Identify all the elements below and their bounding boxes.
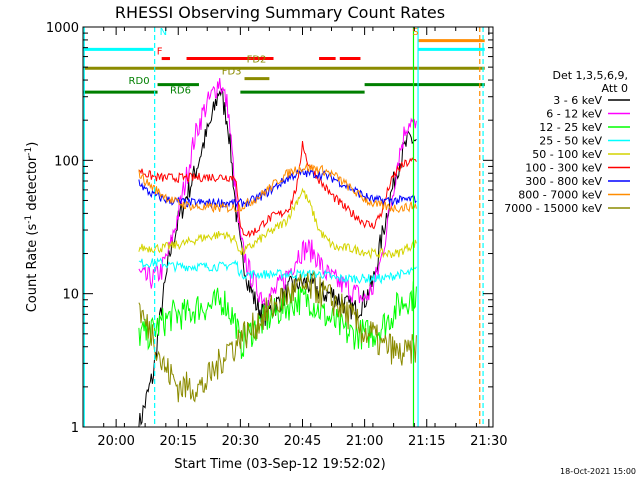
y-tick-label: 100 — [54, 154, 79, 169]
flag-label-rd6: RD6 — [170, 85, 191, 96]
chart-title: RHESSI Observing Summary Count Rates — [115, 3, 445, 22]
series-line-3 — [138, 281, 417, 359]
generation-timestamp: 18-Oct-2021 15:00 — [560, 467, 636, 476]
legend-entry-label: 7000 - 15000 keV — [504, 202, 602, 215]
series-line-6 — [138, 140, 417, 239]
legend-entry-label: 3 - 6 keV — [553, 94, 602, 107]
y-label-sup2: -1 — [24, 147, 34, 156]
flag-labels: NF S FD2 FD3 RD0 RD6 — [129, 27, 419, 96]
y-axis: 1 10 100 1000 — [46, 21, 493, 436]
x-tick-label: 20:15 — [160, 434, 197, 449]
legend-entry-label: 50 - 100 keV — [532, 148, 602, 161]
x-tick-label: 21:30 — [470, 434, 507, 449]
x-tick-label: 21:15 — [408, 434, 445, 449]
vertical-markers — [83, 27, 484, 427]
legend-entry-label: 300 - 800 keV — [525, 175, 602, 188]
x-tick-label: 20:45 — [284, 434, 321, 449]
y-axis-label: Count Rate (s-1 detector-1) — [24, 142, 40, 313]
series-line-8 — [138, 162, 417, 214]
legend-header-line: Det 1,3,5,6,9, — [552, 69, 628, 82]
series-line-2 — [138, 78, 417, 311]
y-tick-label: 1 — [71, 421, 79, 436]
series-layer — [138, 78, 417, 427]
flag-label-fd2: FD2 — [247, 55, 267, 66]
flag-label-fd3: FD3 — [222, 67, 242, 78]
series-line-1 — [138, 87, 417, 427]
plot-frame — [82, 26, 494, 428]
series-line-9 — [138, 270, 417, 403]
legend-header-line: Att 0 — [602, 82, 628, 95]
flag-label-s: S — [412, 27, 418, 38]
flag-label-f: F — [157, 47, 163, 58]
series-line-7 — [138, 168, 417, 209]
y-tick-label: 1000 — [46, 21, 79, 36]
x-tick-label: 20:30 — [222, 434, 259, 449]
legend-entry-label: 800 - 7000 keV — [518, 189, 602, 202]
series-line-4 — [138, 257, 417, 285]
flag-label-n: N — [160, 27, 167, 38]
x-tick-label: 21:00 — [346, 434, 383, 449]
y-label-sup: -1 — [24, 215, 34, 224]
flag-label-rd0: RD0 — [129, 76, 150, 87]
series-line-5 — [138, 187, 417, 260]
y-label-tail: detector — [25, 155, 40, 215]
y-label-main: Count Rate (s — [25, 224, 40, 313]
legend-entry-label: 25 - 50 keV — [539, 135, 602, 148]
y-tick-label: 10 — [62, 288, 79, 303]
y-label-close: ) — [25, 142, 40, 147]
legend-entry-label: 100 - 300 keV — [525, 162, 602, 175]
x-tick-label: 20:00 — [97, 434, 134, 449]
legend-entry-label: 12 - 25 keV — [539, 121, 602, 134]
x-axis: 20:00 20:15 20:30 20:45 21:00 21:15 21:30 — [82, 27, 508, 449]
legend-entry-label: 6 - 12 keV — [546, 108, 602, 121]
x-axis-label: Start Time (03-Sep-12 19:52:02) — [174, 457, 385, 472]
